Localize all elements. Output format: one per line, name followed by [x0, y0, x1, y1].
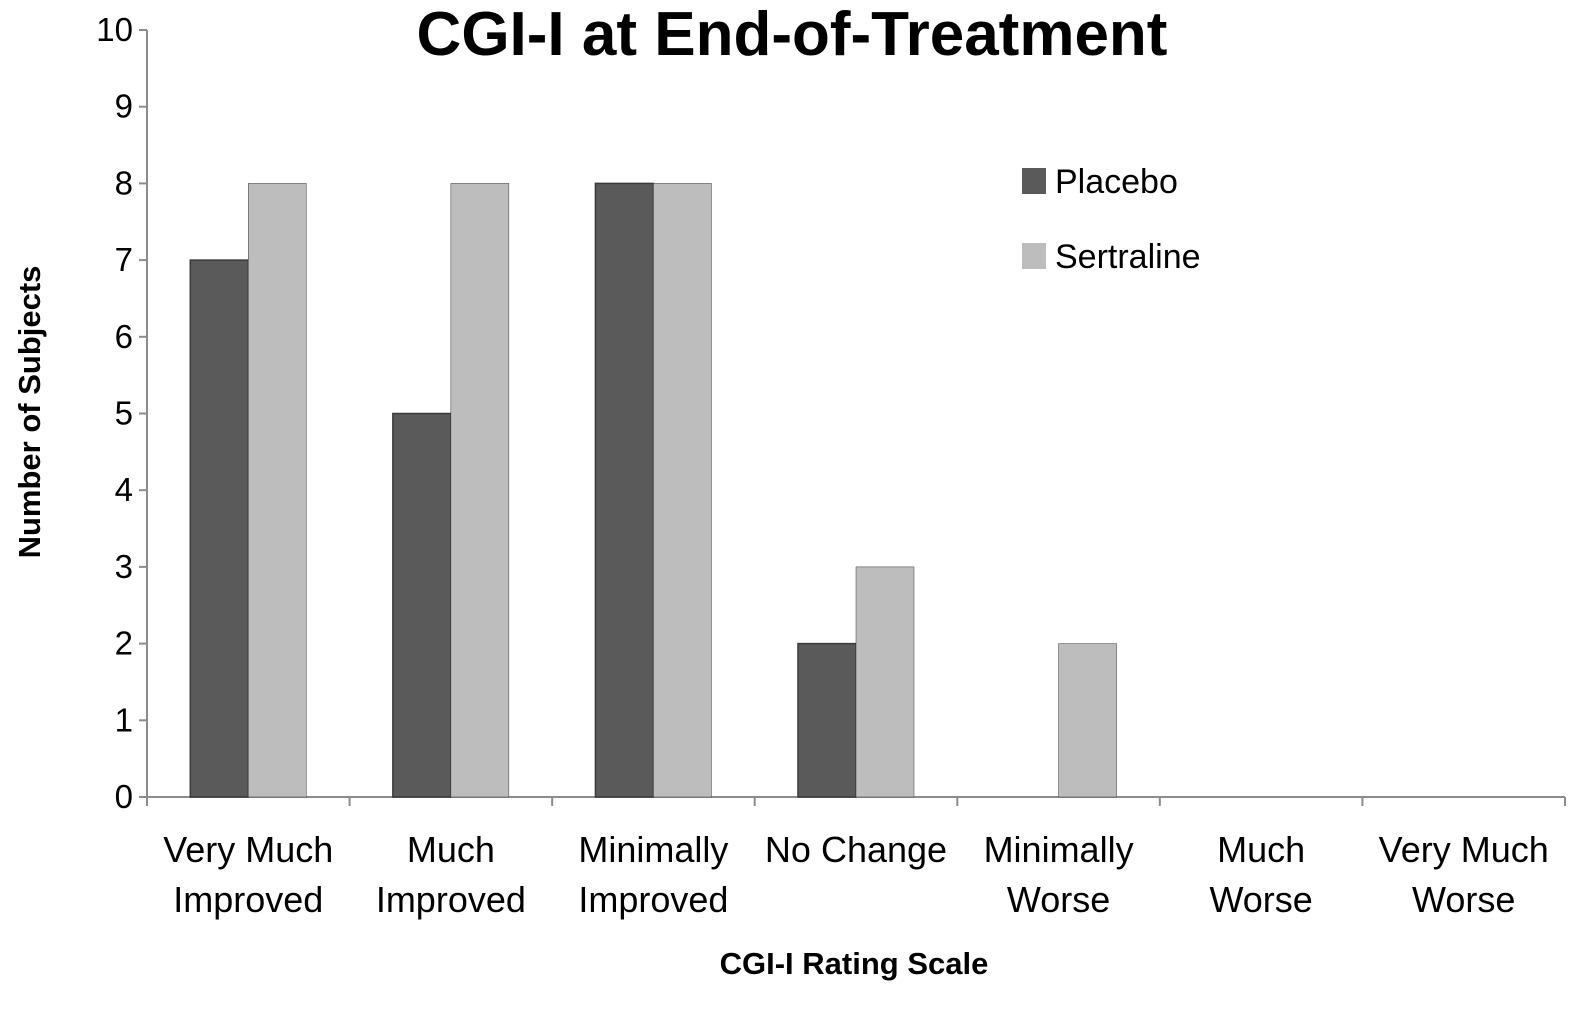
y-tick-label: 4	[115, 471, 133, 508]
x-category-label: Minimally Worse	[984, 829, 1134, 920]
bar-sertraline-2	[653, 183, 712, 798]
bars-group	[189, 182, 1117, 798]
x-category-label: No Change	[765, 829, 947, 870]
x-category-label: Minimally Improved	[578, 829, 728, 920]
y-tick-label: 2	[115, 625, 133, 662]
x-axis-title: CGI-I Rating Scale	[720, 946, 989, 981]
x-category-label-line: Worse	[1007, 879, 1110, 920]
x-category-label-line: Improved	[376, 879, 526, 920]
x-category-label: Much Improved	[376, 829, 526, 920]
y-axis-title: Number of Subjects	[12, 266, 47, 559]
x-category-label-line: Improved	[578, 879, 728, 920]
legend-swatch-sertraline	[1022, 243, 1046, 269]
x-axis-labels: Very Much Improved Much Improved Minimally Im…	[163, 829, 1549, 920]
x-category-label: Very Much Worse	[1379, 829, 1549, 920]
y-tick-label: 0	[115, 778, 133, 815]
legend-label-sertraline: Sertraline	[1055, 238, 1201, 276]
x-category-label-line: No Change	[765, 829, 947, 870]
x-category-label-line: Minimally	[578, 829, 728, 870]
bar-placebo-0	[189, 259, 250, 798]
x-category-label-line: Improved	[173, 879, 323, 920]
y-tick-label: 10	[96, 11, 133, 48]
x-category-label-line: Minimally	[984, 829, 1134, 870]
y-tick-label: 3	[115, 548, 133, 585]
y-axis-ticks: 0 1 2 3 4 5 6 7 8 9 10	[96, 11, 147, 815]
legend: Placebo Sertraline	[1022, 163, 1201, 276]
x-category-label-line: Worse	[1209, 879, 1312, 920]
x-category-label-line: Worse	[1412, 879, 1515, 920]
bar-placebo-3	[797, 642, 857, 798]
x-category-label-line: Much	[1217, 829, 1305, 870]
bar-sertraline-1	[450, 183, 510, 798]
bar-sertraline-4	[1058, 643, 1117, 798]
x-category-label: Much Worse	[1209, 829, 1312, 920]
x-category-label-line: Very Much	[1379, 829, 1549, 870]
y-tick-label: 1	[115, 701, 133, 738]
y-tick-label: 5	[115, 395, 133, 432]
legend-swatch-placebo	[1022, 168, 1046, 194]
x-category-label: Very Much Improved	[163, 829, 333, 920]
bar-placebo-2	[594, 182, 655, 798]
x-category-label-line: Much	[407, 829, 495, 870]
y-tick-label: 8	[115, 164, 133, 201]
chart-title: CGI-I at End-of-Treatment	[417, 0, 1168, 69]
legend-label-placebo: Placebo	[1055, 163, 1178, 201]
y-tick-label: 7	[115, 241, 133, 278]
bar-sertraline-0	[248, 183, 307, 798]
bar-sertraline-3	[855, 566, 915, 798]
bar-placebo-1	[392, 412, 452, 798]
x-axis-ticks	[146, 797, 1566, 806]
y-tick-label: 9	[115, 88, 133, 125]
x-category-label-line: Very Much	[163, 829, 333, 870]
y-tick-label: 6	[115, 318, 133, 355]
